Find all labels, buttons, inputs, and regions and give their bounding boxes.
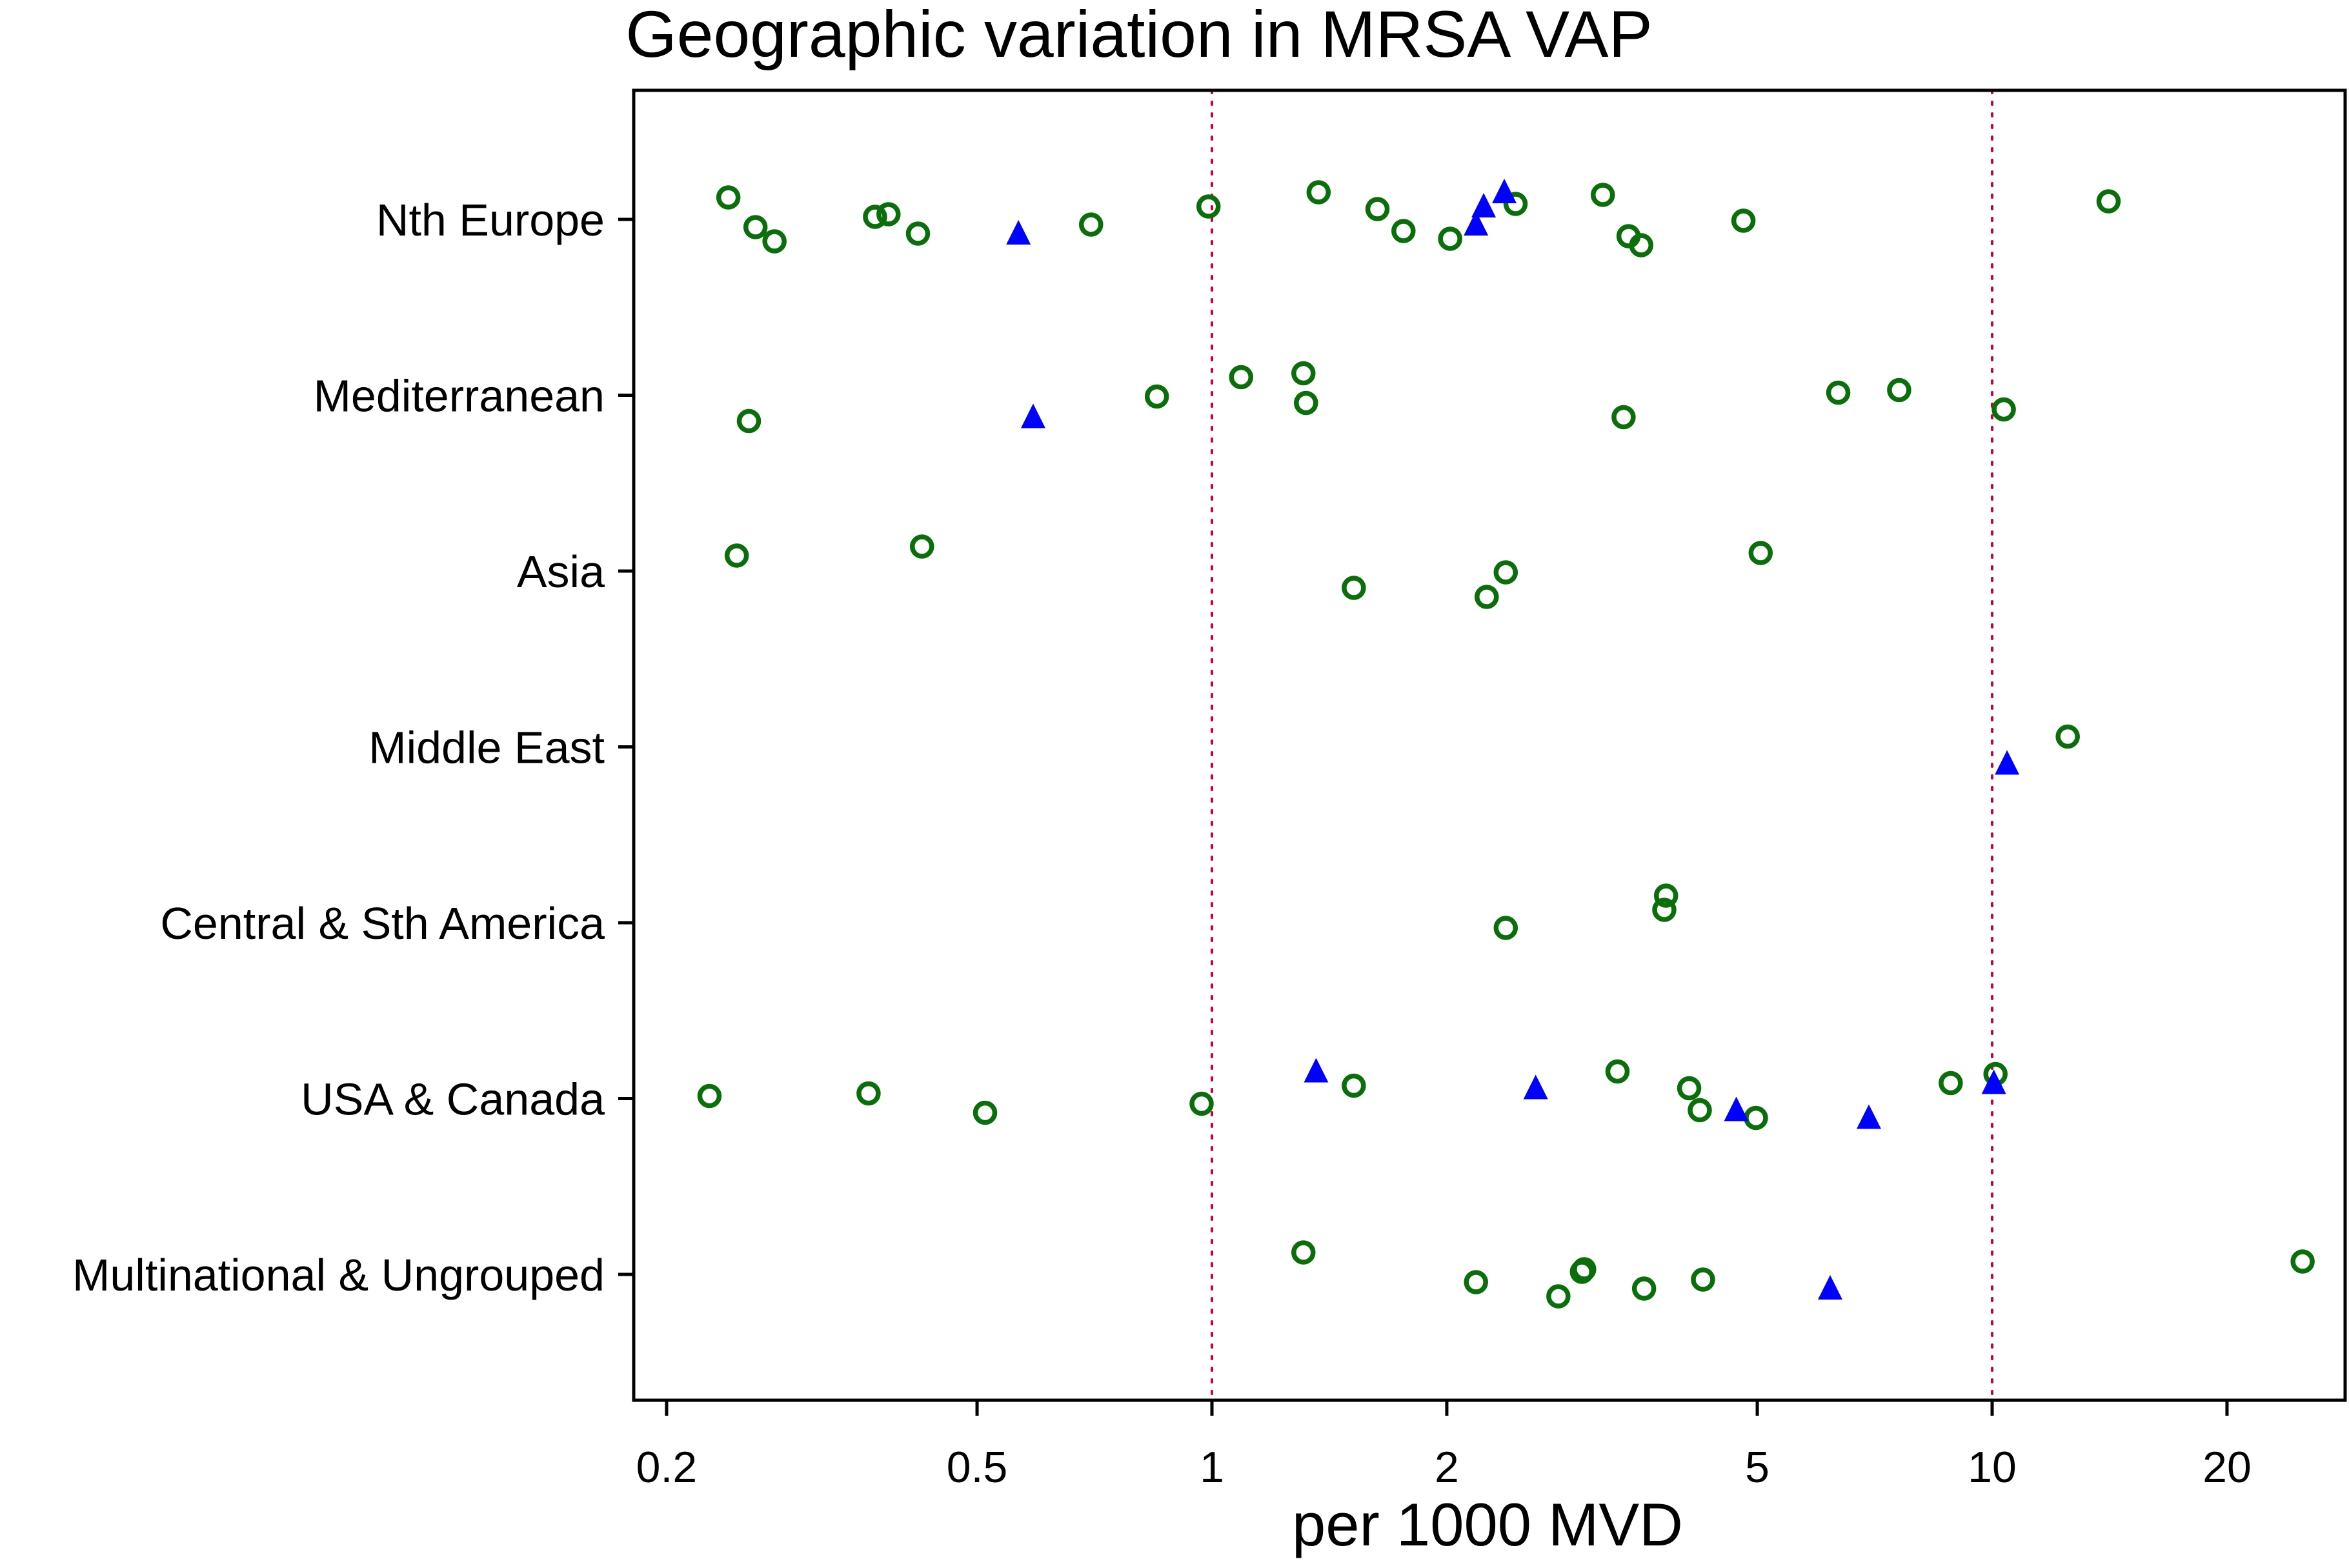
data-point-circle	[2055, 724, 2080, 749]
data-point-triangle	[1464, 211, 1489, 236]
data-point-circle	[724, 543, 749, 568]
data-point-circle	[1342, 576, 1366, 600]
reference-lines	[1211, 89, 1993, 1402]
data-point-circle	[1365, 197, 1390, 221]
data-point-circle	[1342, 1073, 1366, 1098]
x-tick-label: 10	[1968, 1443, 2017, 1492]
data-point-circle	[1503, 192, 1528, 216]
data-point-circle	[1306, 180, 1331, 205]
data-point-circle	[716, 185, 741, 210]
data-point-circle	[1572, 1257, 1597, 1282]
x-tick-label: 0.2	[636, 1443, 698, 1492]
data-point-circle	[1078, 212, 1104, 237]
data-point-circle	[1605, 1059, 1630, 1084]
data-point-triangle	[1020, 403, 1045, 428]
data-point-triangle	[1724, 1096, 1749, 1121]
data-point-circle	[743, 215, 768, 239]
y-category-label: Asia	[517, 547, 605, 597]
data-point-circle	[1438, 226, 1462, 251]
data-point-circle	[876, 202, 901, 226]
data-point-circle	[2290, 1249, 2315, 1274]
data-point-circle	[736, 408, 761, 434]
data-point-circle	[856, 1081, 881, 1106]
data-point-circle	[1887, 377, 1911, 403]
data-point-triangle	[1856, 1104, 1881, 1129]
data-point-triangle	[1981, 1069, 2006, 1094]
data-point-triangle	[1995, 750, 2020, 775]
data-point-triangle	[1492, 179, 1517, 203]
data-point-circle	[1826, 380, 1851, 405]
data-point-circle	[1294, 390, 1318, 416]
data-point-circle	[1546, 1284, 1571, 1309]
data-point-circle	[1731, 208, 1756, 233]
data-point-triangle	[1006, 220, 1031, 245]
data-point-circle	[1744, 1105, 1768, 1131]
data-point-circle	[697, 1083, 722, 1109]
data-point-triangle	[1304, 1058, 1329, 1083]
x-tick-label: 0.5	[947, 1443, 1008, 1492]
data-point-triangle	[1818, 1275, 1843, 1300]
y-category-label: Nth Europe	[376, 195, 605, 245]
data-point-circle	[2096, 189, 2121, 214]
data-point-circle	[1291, 1240, 1316, 1265]
data-point-circle	[863, 205, 887, 229]
data-point-triangle	[1471, 193, 1497, 217]
chart-title: Geographic variation in MRSA VAP	[625, 0, 1652, 71]
data-point-circle	[1291, 361, 1316, 386]
data-point-circle	[1475, 585, 1499, 609]
y-axis: Nth Europe Mediterranean Asia Middle East Ce…	[72, 195, 634, 1300]
data-point-circle	[762, 229, 787, 254]
data-point-circle	[1991, 397, 2016, 422]
y-category-label: Multinational & Ungrouped	[72, 1250, 605, 1300]
data-point-circle	[1631, 1276, 1657, 1301]
y-category-label: USA & Canada	[301, 1074, 605, 1125]
x-tick-label: 1	[1200, 1443, 1224, 1492]
x-tick-label: 5	[1745, 1443, 1769, 1492]
x-axis-title: per 1000 MVD	[1292, 1491, 1683, 1558]
data-point-circle	[909, 534, 934, 559]
x-tick-label: 2	[1435, 1443, 1459, 1492]
data-point-circle	[905, 221, 931, 246]
data-point-circle	[1688, 1098, 1712, 1123]
y-category-label: Central & Sth America	[160, 898, 605, 949]
data-point-circle	[1493, 560, 1518, 585]
data-point-circle	[1464, 1270, 1488, 1294]
x-tick-label: 20	[2203, 1443, 2252, 1492]
data-point-circle	[1611, 405, 1636, 430]
data-point-circle	[1196, 194, 1221, 219]
data-point-triangle	[1523, 1074, 1548, 1100]
data-points	[697, 179, 2315, 1309]
data-point-circle	[1189, 1091, 1214, 1116]
y-category-label: Middle East	[368, 723, 605, 773]
x-axis: 0.2 0.5 1 2 5 10 20	[636, 1400, 2252, 1492]
data-point-circle	[1591, 183, 1615, 207]
data-point-circle	[1629, 233, 1653, 257]
data-point-circle	[1652, 898, 1677, 922]
data-point-circle	[1677, 1076, 1702, 1101]
data-point-circle	[1493, 916, 1518, 940]
data-point-circle	[1229, 365, 1253, 390]
data-point-circle	[973, 1100, 998, 1125]
plot-frame	[632, 88, 2347, 1402]
data-point-circle	[1144, 384, 1169, 409]
data-point-circle	[1748, 541, 1773, 565]
data-point-circle	[1939, 1070, 1963, 1096]
y-category-label: Mediterranean	[314, 371, 605, 421]
data-point-circle	[1653, 883, 1679, 908]
data-point-circle	[1391, 219, 1416, 243]
data-point-circle	[1691, 1267, 1715, 1292]
